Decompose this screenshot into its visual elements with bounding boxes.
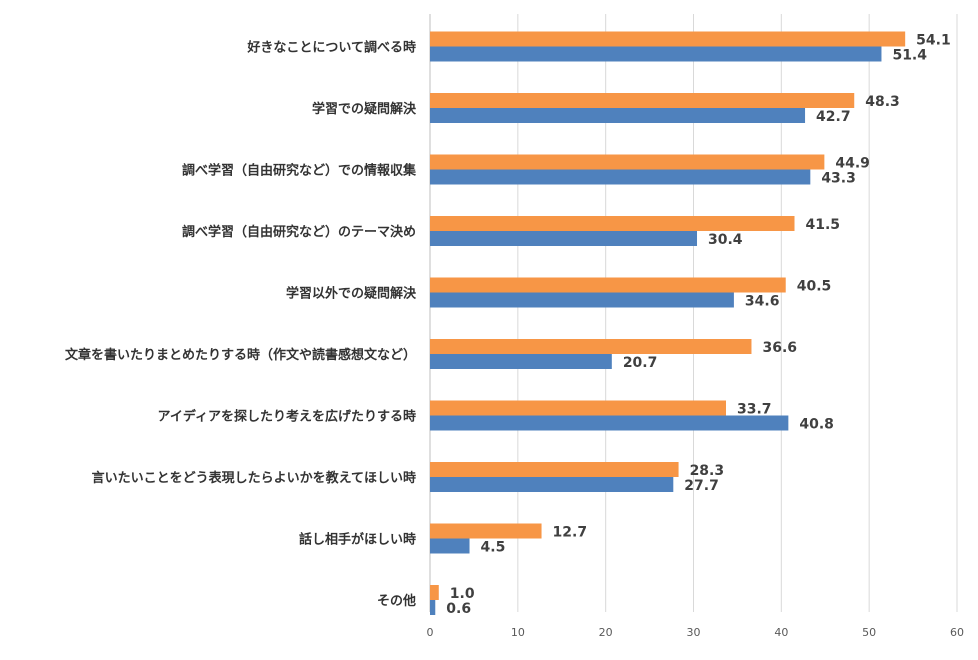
category-label: アイディアを探したり考えを広げたりする時 [158,409,416,425]
category-label: 調べ学習（自由研究など）のテーマ決め [182,224,416,240]
labels: 0 10 20 30 40 50 60 好きなことについて調べる時 54.151.4 学習での疑問… [65,33,964,640]
x-tick-label: 50 [862,626,876,639]
category-label: 言いたいことをどう表現したらよいかを教えてほしい時 [92,470,416,486]
category-label: 話し相手がほしい時 [299,532,416,548]
x-tick-label: 60 [950,626,964,639]
bar-series-orange [430,154,825,170]
x-tick-label: 40 [774,626,788,639]
category-label: 学習での疑問解決 [312,101,417,117]
value-label: 34.6 [745,294,780,310]
bar-series-blue [430,415,789,431]
bar-series-orange [430,523,542,539]
value-label: 0.6 [446,601,471,617]
bar-series-orange [430,93,855,108]
value-label: 48.3 [865,94,900,110]
value-label: 1.0 [450,586,475,602]
value-label: 33.7 [737,402,772,418]
value-label: 41.5 [806,217,841,233]
category-label: 好きなことについて調べる時 [246,40,416,56]
value-label: 4.5 [481,540,506,556]
x-tick-label: 0 [427,626,434,639]
value-label: 12.7 [553,525,588,541]
value-label: 20.7 [623,355,658,371]
category-label: 学習以外での疑問解決 [286,286,417,302]
category-label: 文章を書いたりまとめたりする時（作文や読書感想文など） [65,347,416,363]
category-label: 調べ学習（自由研究など）での情報収集 [182,163,417,179]
bar-series-orange [430,216,795,231]
x-tick-label: 10 [511,626,525,639]
bar-series-blue [430,538,470,554]
value-label: 51.4 [892,48,927,64]
value-label: 43.3 [821,171,856,187]
bar-series-orange [430,585,439,600]
bar-series-orange [430,400,726,416]
bar-series-blue [430,108,806,123]
bar-series-orange [430,462,679,477]
x-tick-label: 30 [687,626,701,639]
bar-series-blue [430,46,882,62]
value-label: 28.3 [690,463,725,479]
bars [430,31,906,615]
value-label: 40.8 [799,417,834,433]
bar-series-orange [430,277,786,293]
bar-series-orange [430,339,752,354]
value-label: 40.5 [797,279,832,295]
value-label: 36.6 [762,340,797,356]
bar-series-orange [430,31,906,47]
value-label: 44.9 [835,156,870,172]
value-label: 30.4 [708,232,743,248]
category-label: その他 [377,593,416,609]
bar-series-blue [430,600,436,615]
value-label: 54.1 [916,33,951,49]
bar-series-blue [430,477,674,492]
value-label: 27.7 [684,478,719,494]
bar-series-blue [430,169,811,185]
bar-series-blue [430,354,612,369]
bar-series-blue [430,231,698,246]
x-tick-label: 20 [599,626,613,639]
value-label: 42.7 [816,109,851,125]
bar-series-blue [430,292,734,308]
